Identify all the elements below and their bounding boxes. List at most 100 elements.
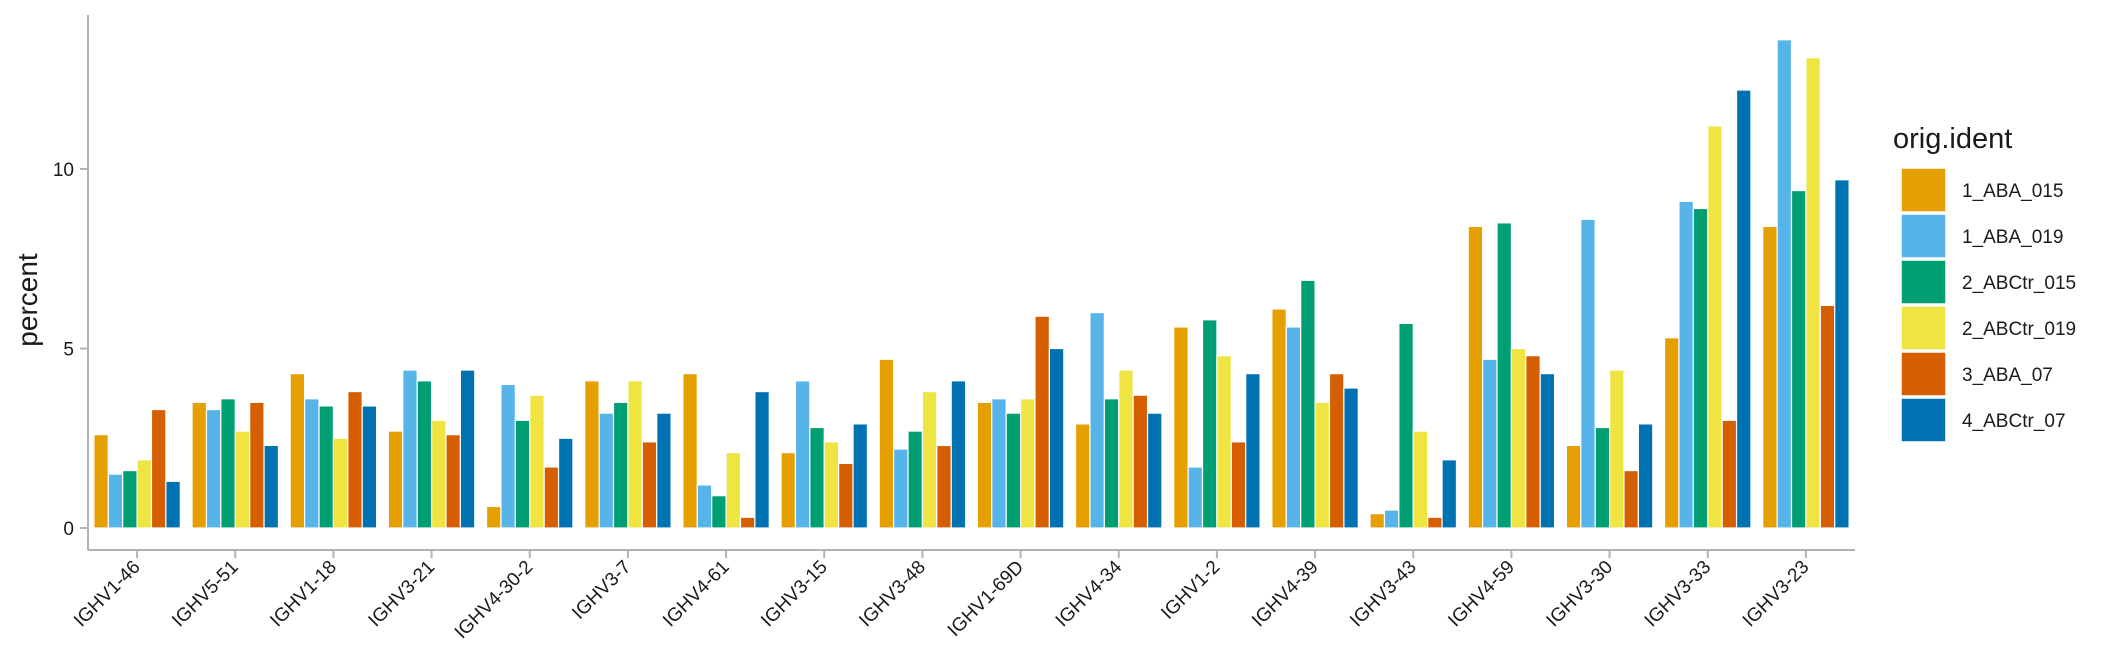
x-tick-label: IGHV1-69D — [944, 557, 1028, 641]
bar-IGHV3-30-1_ABA_015 — [1565, 444, 1582, 529]
bar-IGHV3-15-3_ABA_07 — [838, 462, 854, 529]
x-tick-label: IGHV3-48 — [855, 557, 930, 632]
bar-IGHV1-46-1_ABA_019 — [107, 473, 124, 529]
bar-IGHV3-48-2_ABCtr_019 — [921, 390, 938, 529]
legend-key-2_ABCtr_019 — [1900, 305, 1947, 351]
bar-IGHV1-18-1_ABA_015 — [289, 373, 306, 529]
bar-IGHV3-7-2_ABCtr_015 — [612, 401, 629, 529]
bar-IGHV4-39-2_ABCtr_019 — [1314, 401, 1331, 529]
bar-IGHV3-30-2_ABCtr_019 — [1608, 369, 1625, 529]
bar-IGHV3-21-1_ABA_019 — [402, 369, 418, 529]
bar-IGHV3-43-2_ABCtr_019 — [1412, 430, 1429, 529]
bar-IGHV3-33-3_ABA_07 — [1721, 419, 1738, 529]
bar-IGHV3-43-3_ABA_07 — [1427, 516, 1443, 529]
bar-IGHV3-33-2_ABCtr_019 — [1707, 125, 1723, 529]
bar-IGHV5-51-1_ABA_019 — [205, 408, 222, 529]
y-tick-label: 10 — [53, 160, 74, 181]
bar-IGHV3-30-3_ABA_07 — [1623, 469, 1639, 529]
bar-IGHV3-21-4_ABCtr_07 — [459, 369, 476, 529]
bar-IGHV1-69D-1_ABA_019 — [991, 398, 1007, 529]
bar-IGHV4-34-4_ABCtr_07 — [1146, 412, 1163, 529]
bar-IGHV3-33-1_ABA_019 — [1678, 200, 1694, 529]
bar-IGHV4-39-2_ABCtr_015 — [1300, 279, 1316, 529]
bar-IGHV3-43-4_ABCtr_07 — [1441, 459, 1458, 529]
legend-key-4_ABCtr_07 — [1900, 397, 1947, 443]
x-tick-label: IGHV3-43 — [1346, 557, 1421, 632]
x-tick-label: IGHV3-15 — [757, 557, 832, 632]
bar-IGHV5-51-4_ABCtr_07 — [263, 444, 280, 529]
bar-IGHV1-46-2_ABCtr_015 — [122, 469, 138, 529]
bar-IGHV3-48-1_ABA_019 — [893, 448, 909, 529]
bar-IGHV4-30-2-2_ABCtr_015 — [514, 419, 531, 529]
x-tick-label: IGHV4-34 — [1052, 556, 1127, 631]
y-axis-ticks: 0 5 10 — [53, 160, 88, 540]
bar-IGHV3-30-1_ABA_019 — [1580, 218, 1596, 529]
bar-IGHV4-30-2-2_ABCtr_019 — [529, 394, 545, 529]
bar-IGHV3-33-4_ABCtr_07 — [1735, 89, 1752, 529]
bar-IGHV3-15-2_ABCtr_015 — [809, 426, 825, 529]
legend-label-1_ABA_019: 1_ABA_019 — [1962, 227, 2063, 248]
bar-IGHV4-30-2-1_ABA_015 — [485, 505, 502, 529]
x-tick-label: IGHV5-51 — [168, 557, 243, 632]
bar-IGHV1-46-4_ABCtr_07 — [165, 480, 181, 529]
x-tick-label: IGHV1-2 — [1157, 557, 1224, 624]
bar-IGHV3-48-3_ABA_07 — [936, 444, 952, 529]
y-tick-label: 0 — [63, 519, 74, 540]
bar-IGHV4-34-1_ABA_015 — [1074, 423, 1091, 529]
bar-IGHV4-34-1_ABA_019 — [1089, 312, 1105, 529]
bar-IGHV1-18-2_ABCtr_019 — [332, 437, 349, 529]
bar-IGHV3-33-1_ABA_015 — [1663, 337, 1680, 529]
legend-key-3_ABA_07 — [1900, 351, 1947, 397]
bar-IGHV4-61-4_ABCtr_07 — [754, 390, 770, 529]
bar-IGHV3-48-4_ABCtr_07 — [950, 380, 967, 529]
bar-IGHV1-69D-2_ABCtr_015 — [1005, 412, 1022, 529]
bar-IGHV4-39-1_ABA_019 — [1285, 326, 1302, 529]
bar-IGHV4-34-2_ABCtr_019 — [1118, 369, 1134, 529]
bar-IGHV4-59-3_ABA_07 — [1525, 355, 1541, 529]
x-tick-label: IGHV3-7 — [568, 557, 635, 624]
bar-IGHV3-30-4_ABCtr_07 — [1637, 423, 1654, 529]
bar-IGHV3-21-2_ABCtr_015 — [416, 380, 433, 529]
bar-IGHV1-2-1_ABA_015 — [1173, 326, 1189, 529]
x-axis-ticks: IGHV1-46 IGHV5-51 IGHV1-18 IGHV3-21 IGHV4-30… — [70, 550, 1813, 643]
bar-IGHV4-30-2-1_ABA_019 — [500, 383, 516, 529]
bar-IGHV3-43-2_ABCtr_015 — [1398, 322, 1414, 529]
bar-IGHV1-18-4_ABCtr_07 — [361, 405, 378, 529]
bar-IGHV4-59-2_ABCtr_019 — [1510, 347, 1527, 529]
bar-IGHV4-59-1_ABA_015 — [1467, 225, 1484, 529]
legend-title: orig.ident — [1893, 123, 2012, 155]
bar-IGHV4-61-1_ABA_015 — [682, 373, 698, 529]
bar-IGHV3-7-4_ABCtr_07 — [656, 412, 672, 529]
bar-IGHV3-15-1_ABA_015 — [780, 452, 797, 529]
bar-IGHV1-2-2_ABCtr_019 — [1216, 355, 1232, 529]
bar-IGHV3-21-3_ABA_07 — [445, 434, 461, 529]
bar-IGHV4-61-2_ABCtr_015 — [711, 495, 727, 529]
bar-IGHV4-61-3_ABA_07 — [739, 516, 756, 529]
y-axis-label: percent — [12, 253, 43, 347]
legend-label-4_ABCtr_07: 4_ABCtr_07 — [1962, 411, 2066, 432]
bar-IGHV1-46-2_ABCtr_019 — [136, 459, 153, 529]
bar-IGHV4-30-2-3_ABA_07 — [543, 466, 560, 529]
x-tick-label: IGHV4-61 — [659, 557, 734, 632]
bar-IGHV4-61-2_ABCtr_019 — [725, 452, 742, 529]
y-tick-label: 5 — [63, 340, 74, 361]
bar-IGHV3-21-2_ABCtr_019 — [430, 419, 447, 529]
bar-IGHV3-21-1_ABA_015 — [387, 430, 404, 529]
bar-IGHV3-15-1_ABA_019 — [794, 380, 811, 529]
bar-IGHV3-7-1_ABA_015 — [584, 380, 600, 529]
bar-IGHV1-18-1_ABA_019 — [304, 398, 320, 529]
bar-IGHV3-23-4_ABCtr_07 — [1834, 179, 1850, 529]
bar-IGHV4-39-4_ABCtr_07 — [1343, 387, 1359, 529]
legend-label-1_ABA_015: 1_ABA_015 — [1962, 181, 2063, 202]
bar-IGHV3-7-2_ABCtr_019 — [627, 380, 643, 529]
bar-IGHV3-23-1_ABA_015 — [1762, 225, 1778, 529]
bar-IGHV1-69D-1_ABA_015 — [976, 401, 993, 529]
bar-IGHV3-33-2_ABCtr_015 — [1692, 207, 1709, 529]
bar-IGHV3-23-2_ABCtr_019 — [1805, 57, 1821, 529]
x-tick-label: IGHV1-18 — [266, 557, 341, 632]
x-tick-label: IGHV4-30-2 — [451, 557, 538, 644]
x-tick-label: IGHV3-33 — [1641, 557, 1716, 632]
bar-IGHV3-48-2_ABCtr_015 — [907, 430, 924, 529]
bar-IGHV5-51-2_ABCtr_015 — [220, 398, 236, 529]
